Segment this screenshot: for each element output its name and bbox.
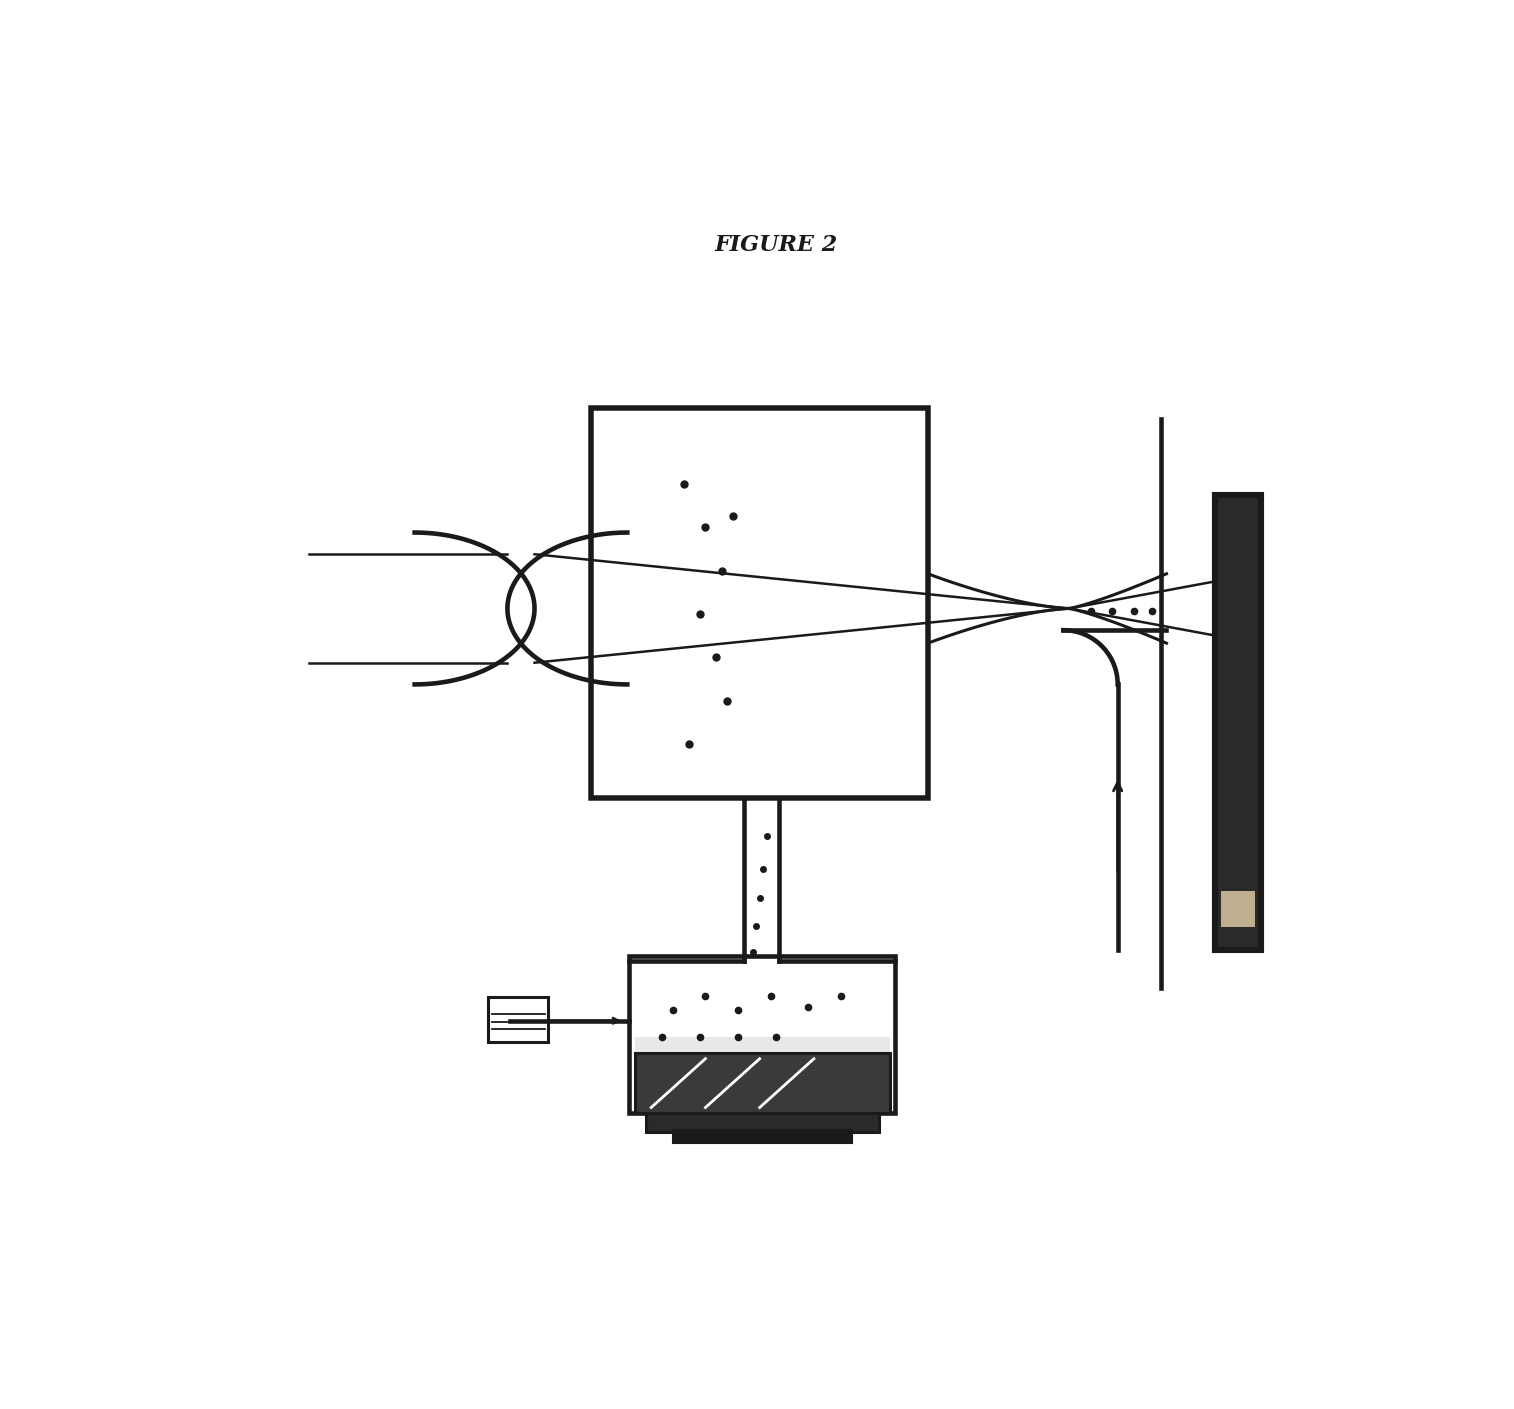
Bar: [634, 1037, 890, 1054]
Bar: [630, 955, 895, 1113]
Text: FIGURE 2: FIGURE 2: [715, 234, 837, 256]
Bar: [634, 1054, 890, 1113]
Bar: [1220, 890, 1255, 927]
Bar: [1216, 495, 1261, 950]
Bar: [592, 407, 928, 799]
Bar: [672, 1130, 852, 1143]
Bar: [646, 1113, 880, 1133]
Bar: [489, 998, 548, 1043]
